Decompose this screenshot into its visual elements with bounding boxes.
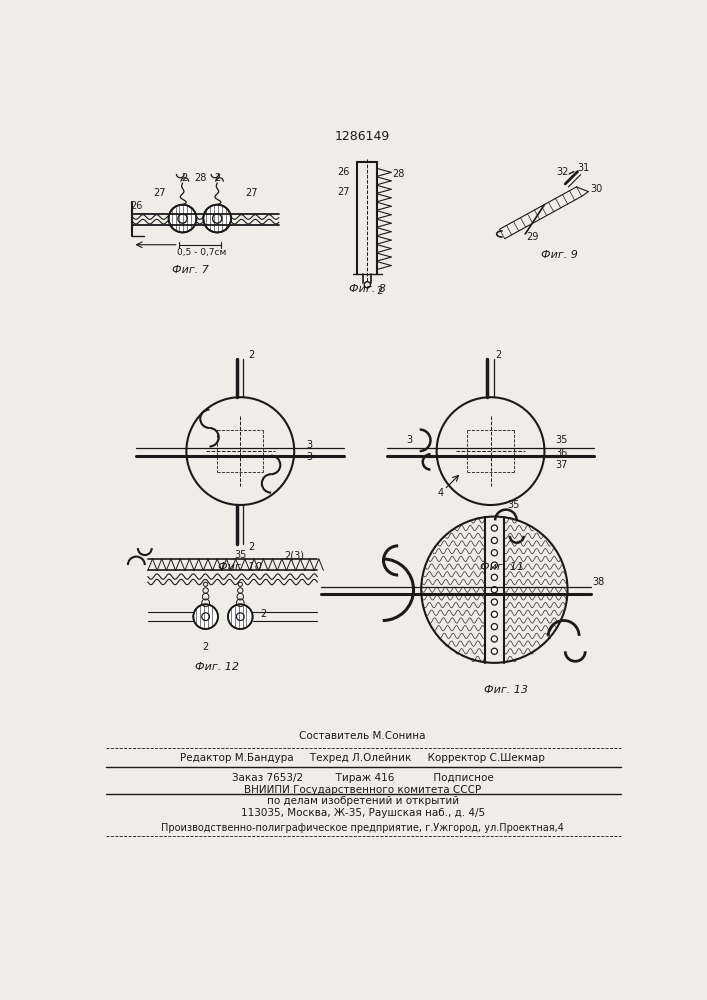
Circle shape [491, 562, 498, 568]
Text: 38: 38 [592, 577, 604, 587]
Text: Фиг. 11: Фиг. 11 [480, 562, 524, 572]
Text: Фиг. 13: Фиг. 13 [484, 685, 528, 695]
Circle shape [236, 613, 244, 620]
Text: 3: 3 [407, 435, 413, 445]
Text: 2: 2 [202, 642, 209, 652]
Text: 36: 36 [555, 448, 568, 458]
Text: Фиг. 9: Фиг. 9 [542, 250, 578, 260]
Text: 2: 2 [181, 173, 187, 183]
Text: 27: 27 [153, 188, 165, 198]
Circle shape [491, 636, 498, 642]
Text: 31: 31 [577, 163, 589, 173]
Text: 2: 2 [375, 286, 382, 296]
Text: 2: 2 [249, 350, 255, 360]
Circle shape [201, 613, 209, 620]
Text: 35: 35 [234, 550, 247, 560]
Text: 27: 27 [245, 188, 258, 198]
Text: 2: 2 [495, 350, 501, 360]
Circle shape [491, 587, 498, 593]
Circle shape [491, 574, 498, 580]
Text: 35: 35 [555, 435, 568, 445]
Circle shape [491, 525, 498, 531]
Text: 3: 3 [307, 440, 312, 450]
Text: 2: 2 [214, 173, 221, 183]
Text: по делам изобретений и открытий: по делам изобретений и открытий [267, 796, 459, 806]
Text: 2(3): 2(3) [284, 550, 304, 560]
Text: 32: 32 [556, 167, 568, 177]
Text: 29: 29 [526, 232, 538, 242]
Text: 2: 2 [260, 609, 267, 619]
Text: 0,5 - 0,7см: 0,5 - 0,7см [177, 248, 226, 257]
Circle shape [213, 214, 222, 223]
Text: 27: 27 [337, 187, 350, 197]
Text: 26: 26 [337, 167, 350, 177]
Text: 30: 30 [590, 184, 603, 194]
Text: Редактор М.Бандура     Техред Л.Олейник     Корректор С.Шекмар: Редактор М.Бандура Техред Л.Олейник Корр… [180, 753, 545, 763]
Text: Производственно-полиграфическое предприятие, г.Ужгород, ул.Проектная,4: Производственно-полиграфическое предприя… [161, 823, 564, 833]
Circle shape [491, 648, 498, 654]
Text: ВНИИПИ Государственного комитета СССР: ВНИИПИ Государственного комитета СССР [244, 785, 481, 795]
Circle shape [228, 604, 252, 629]
Circle shape [204, 205, 231, 232]
Text: 35: 35 [508, 500, 520, 510]
Text: Фиг. 10: Фиг. 10 [218, 562, 262, 572]
Text: Фиг. 8: Фиг. 8 [349, 284, 386, 294]
Text: 28: 28 [194, 173, 206, 183]
Text: 26: 26 [130, 201, 143, 211]
Circle shape [178, 214, 187, 223]
Text: 1286149: 1286149 [335, 130, 390, 143]
Circle shape [491, 624, 498, 630]
Circle shape [491, 537, 498, 544]
Text: 28: 28 [392, 169, 405, 179]
Circle shape [491, 599, 498, 605]
Circle shape [169, 205, 197, 232]
Text: Фиг. 7: Фиг. 7 [172, 265, 209, 275]
Circle shape [491, 611, 498, 617]
Circle shape [491, 550, 498, 556]
Text: 37: 37 [555, 460, 568, 470]
Text: Составитель М.Сонина: Составитель М.Сонина [300, 731, 426, 741]
Text: 3: 3 [307, 452, 312, 462]
Text: 2: 2 [249, 542, 255, 552]
Circle shape [193, 604, 218, 629]
Text: 113035, Москва, Ж-35, Раушская наб., д. 4/5: 113035, Москва, Ж-35, Раушская наб., д. … [240, 808, 485, 818]
Text: Заказ 7653/2          Тираж 416            Подписное: Заказ 7653/2 Тираж 416 Подписное [232, 773, 493, 783]
Text: Фиг. 12: Фиг. 12 [195, 662, 239, 672]
Text: 4: 4 [438, 488, 443, 498]
